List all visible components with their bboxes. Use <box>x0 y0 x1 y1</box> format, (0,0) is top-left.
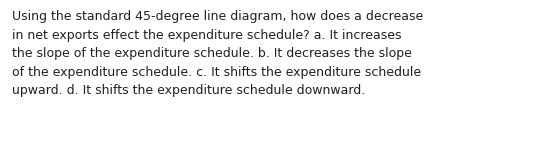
Text: Using the standard 45-degree line diagram, how does a decrease
in net exports ef: Using the standard 45-degree line diagra… <box>12 10 424 97</box>
